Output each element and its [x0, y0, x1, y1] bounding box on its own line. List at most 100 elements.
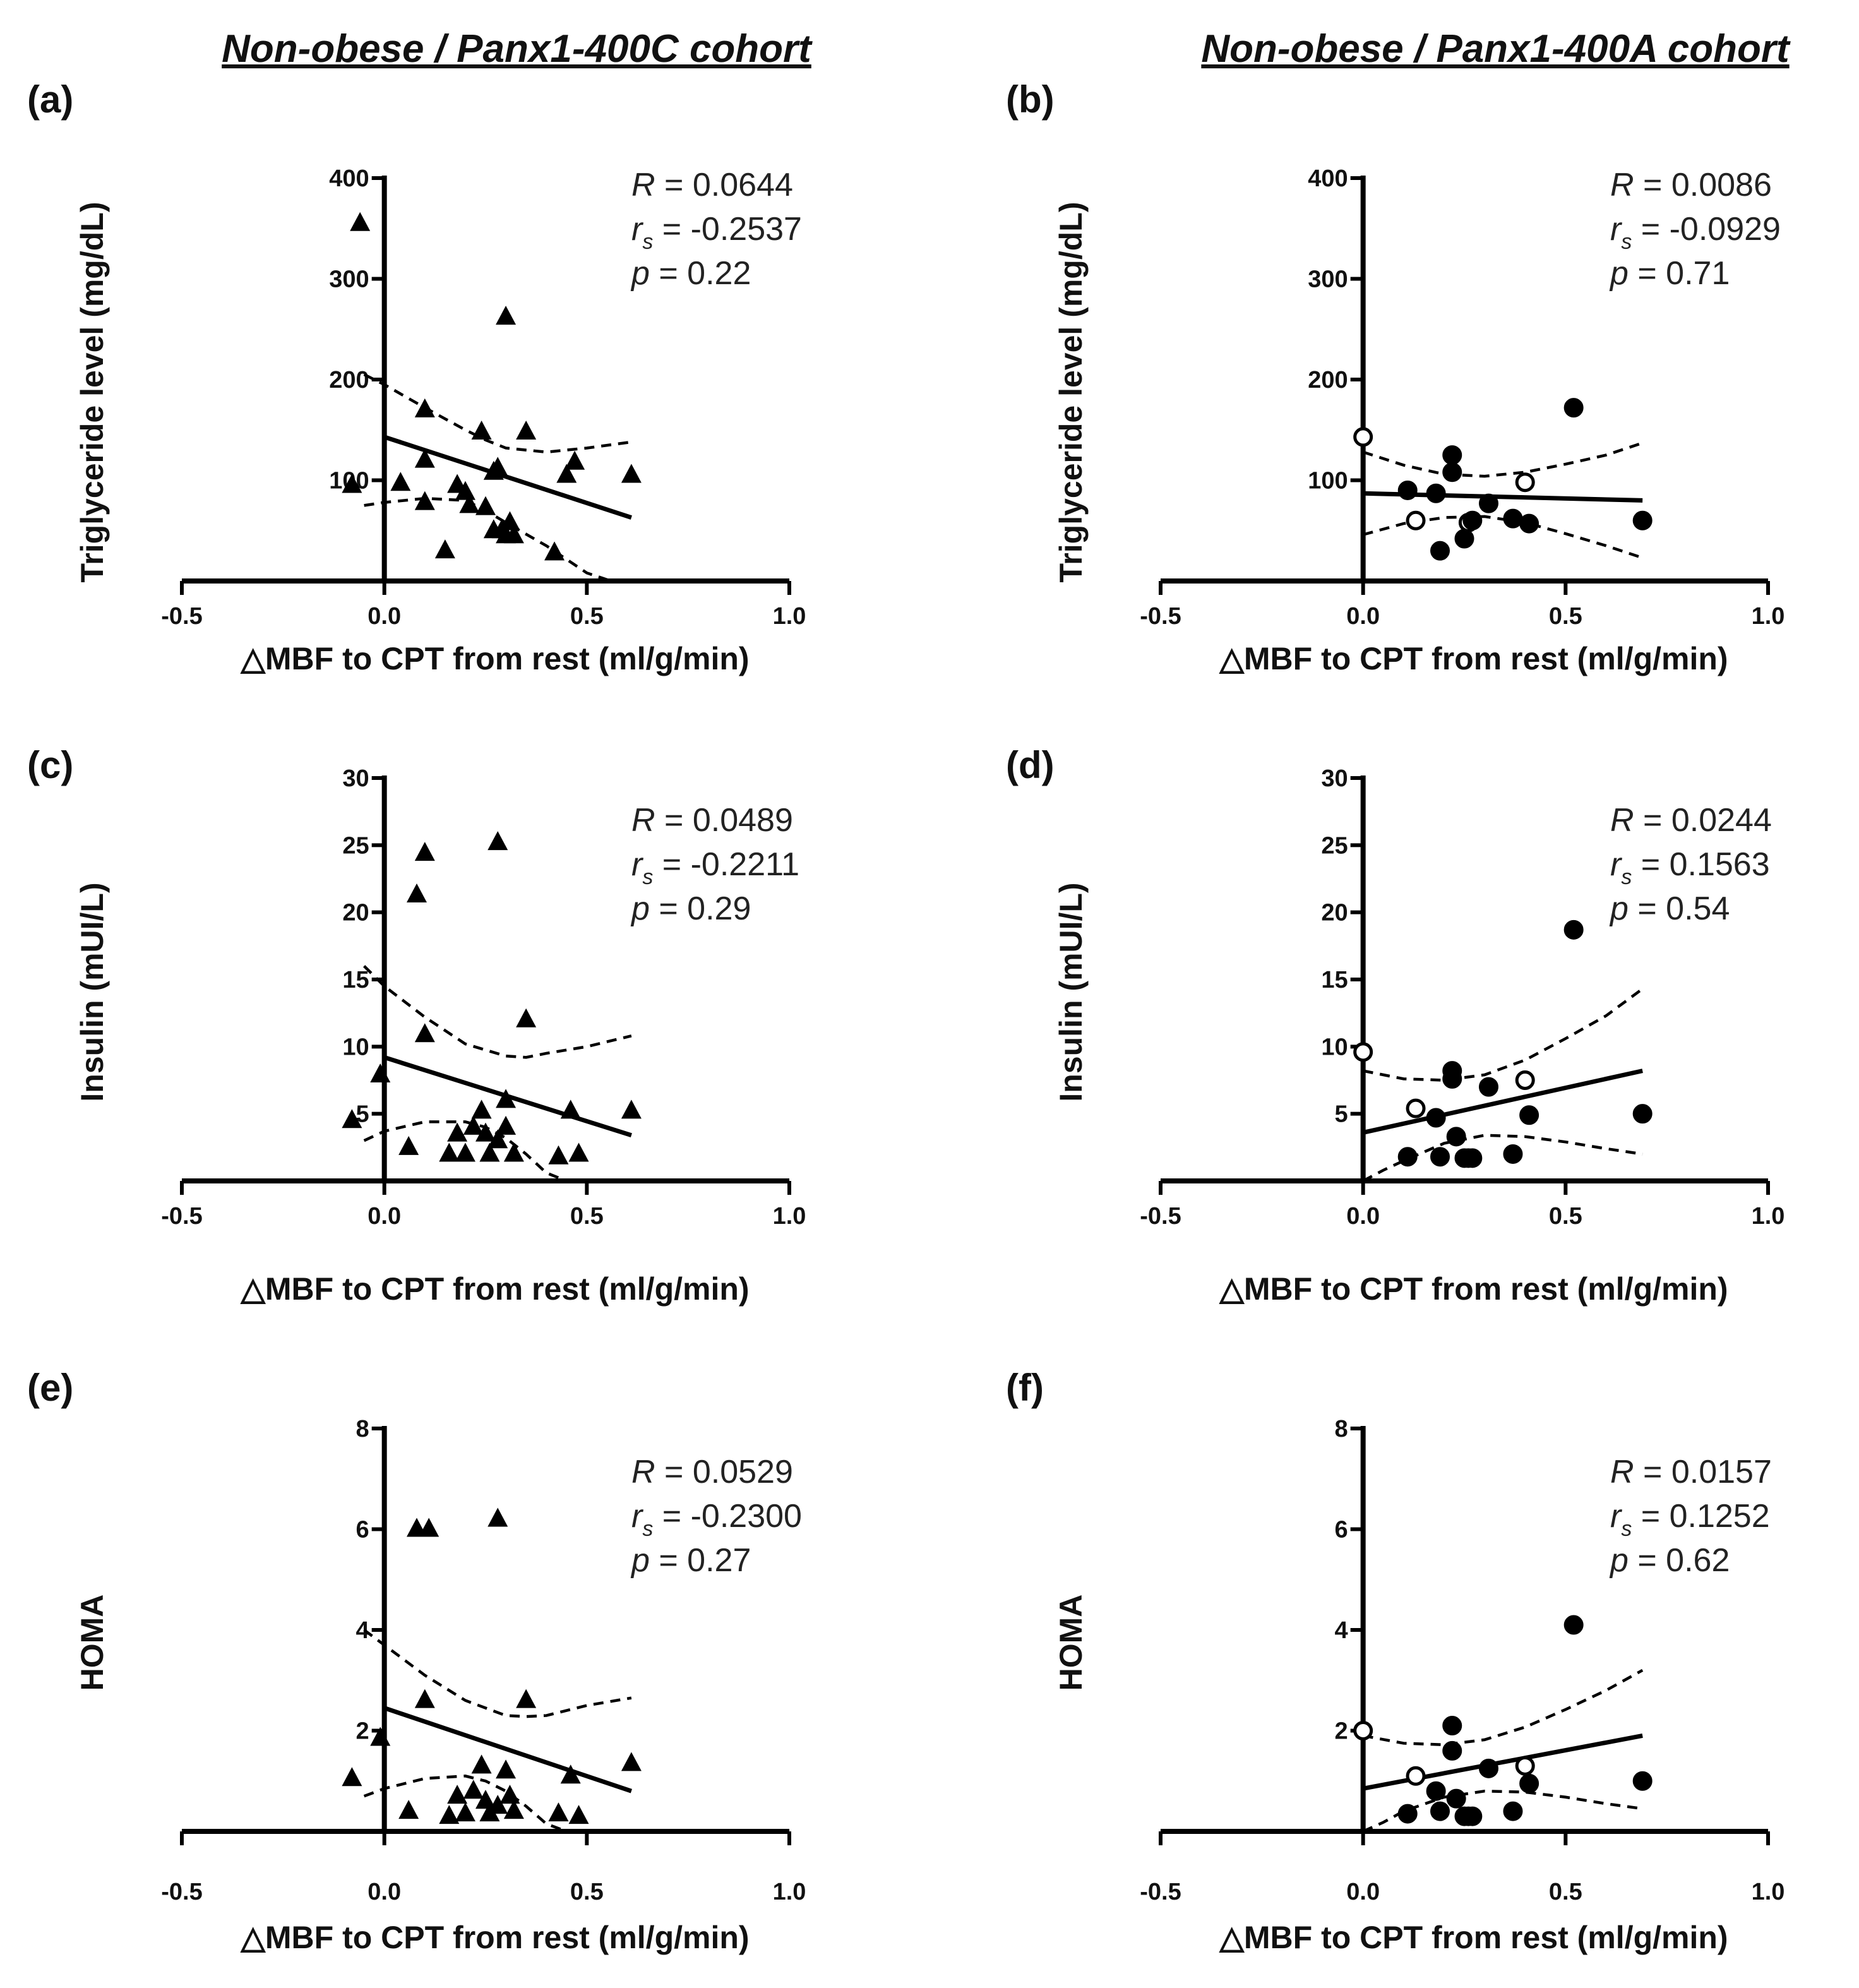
- data-point-triangle: [471, 1099, 492, 1119]
- stat-rs-symbol: r: [1610, 846, 1623, 883]
- stat-R: R = 0.0157: [1610, 1454, 1772, 1490]
- panel-e: (e) -0.5 0.0 0.5 1.0 2 4 6 8 △MBF to CPT from res…: [27, 1367, 806, 1955]
- ci-upper-band: [363, 373, 632, 454]
- data-point-triangle: [342, 1109, 362, 1129]
- data-point-triangle: [414, 491, 435, 510]
- stat-R-symbol: R: [1610, 167, 1634, 203]
- data-point-filled-circle: [1442, 1069, 1462, 1089]
- stat-R-symbol: R: [1610, 802, 1634, 839]
- stat-p: p = 0.54: [1609, 890, 1730, 927]
- data-point-triangle: [414, 1023, 435, 1043]
- stat-rs-value: = 0.1563: [1632, 846, 1769, 883]
- data-point-triangle: [503, 1142, 524, 1162]
- x-tick-label: 1.0: [1752, 1203, 1785, 1230]
- data-point-filled-circle: [1426, 1108, 1446, 1128]
- data-point-triangle: [475, 496, 496, 515]
- data-point-triangle: [406, 883, 427, 903]
- data-point-filled-circle: [1442, 462, 1462, 482]
- x-tick-label: 0.5: [570, 1203, 604, 1230]
- x-axis-title: △MBF to CPT from rest (ml/g/min): [239, 641, 749, 676]
- data-point-triangle: [621, 1752, 642, 1771]
- x-tick-label: 1.0: [1752, 603, 1785, 630]
- data-point-triangle: [503, 1800, 524, 1819]
- stat-rs-subscript: s: [642, 865, 653, 889]
- panel-label: (c): [27, 744, 73, 786]
- data-point-filled-circle: [1397, 1804, 1418, 1824]
- data-point-triangle: [499, 1785, 520, 1804]
- data-point-open-circle: [1406, 1766, 1426, 1786]
- data-point-filled-circle: [1632, 510, 1653, 530]
- data-point-triangle: [414, 1689, 435, 1708]
- y-tick-label: 15: [1321, 967, 1348, 993]
- data-point-triangle: [475, 1790, 496, 1809]
- data-point-open-circle: [1515, 1756, 1535, 1776]
- data-point-triangle: [455, 481, 475, 500]
- panel-c: (c) -0.5 0.0 0.5 1.0 5 10 15 20 25 30 △MBF to CPT f…: [27, 744, 806, 1307]
- data-point-open-circle: [1353, 1721, 1373, 1740]
- data-point-triangle: [414, 842, 435, 861]
- y-tick-label: 20: [342, 900, 369, 926]
- data-point-filled-circle: [1632, 1771, 1653, 1791]
- data-point-filled-circle: [1397, 480, 1418, 500]
- ci-upper-band: [363, 965, 632, 1059]
- x-tick-label: -0.5: [1140, 603, 1181, 630]
- x-axis-title: △MBF to CPT from rest (ml/g/min): [1218, 1920, 1728, 1955]
- x-tick-label: 0.0: [1346, 1879, 1380, 1905]
- x-tick-label: -0.5: [1140, 1879, 1181, 1905]
- data-point-triangle: [414, 448, 435, 468]
- data-point-triangle: [398, 1800, 419, 1819]
- data-point-filled-circle: [1503, 508, 1523, 529]
- panels: (a) -0.5 0.0 0.5 1.0 100 200 300 400 △MBF to CPT …: [27, 78, 1784, 1955]
- ci-lower-band: [363, 1775, 568, 1833]
- x-tick-label: 1.0: [773, 603, 806, 630]
- stat-R-symbol: R: [1610, 1454, 1634, 1490]
- data-point-triangle: [496, 1089, 517, 1108]
- data-point-triangle: [459, 494, 480, 513]
- y-tick-label: 8: [1335, 1416, 1348, 1442]
- stat-p: p = 0.22: [630, 255, 751, 292]
- data-point-filled-circle: [1462, 1148, 1483, 1168]
- stat-R-value: = 0.0644: [655, 167, 793, 203]
- data-point-filled-circle: [1430, 1801, 1450, 1821]
- y-tick-label: 400: [1308, 165, 1348, 192]
- stat-rs: rs = -0.2300: [631, 1498, 802, 1541]
- data-point-triangle: [398, 1135, 419, 1155]
- data-point-triangle: [548, 1145, 569, 1165]
- data-point-filled-circle: [1563, 919, 1584, 940]
- data-point-filled-circle: [1519, 1773, 1539, 1793]
- x-tick-label: 0.0: [1346, 1203, 1380, 1230]
- panel-label: (e): [27, 1367, 73, 1409]
- data-point-triangle: [463, 1780, 484, 1799]
- stat-p-value: = 0.71: [1629, 255, 1730, 292]
- data-point-filled-circle: [1478, 493, 1498, 513]
- data-point-triangle: [499, 511, 520, 530]
- y-axis-title: Triglyceride level (mg/dL): [75, 202, 110, 583]
- stat-p-value: = 0.54: [1629, 890, 1730, 927]
- data-point-open-circle: [1353, 1042, 1373, 1062]
- data-point-triangle: [487, 1507, 508, 1527]
- data-point-filled-circle: [1446, 1788, 1466, 1809]
- data-point-triangle: [560, 1764, 581, 1784]
- stat-R-symbol: R: [631, 802, 655, 839]
- x-tick-label: 1.0: [773, 1879, 806, 1905]
- data-point-triangle: [496, 1115, 517, 1135]
- x-tick-label: 0.5: [570, 603, 604, 630]
- panel-f: (f) -0.5 0.0 0.5 1.0 2 4 6 8 △MBF to CPT from res…: [1006, 1367, 1784, 1955]
- panel-b: (b) -0.5 0.0 0.5 1.0 100 200 300 400 △MBF to CPT …: [1006, 78, 1784, 676]
- data-point-triangle: [568, 1142, 589, 1162]
- stat-p-symbol: p: [630, 890, 650, 927]
- stat-p: p = 0.27: [630, 1542, 751, 1579]
- data-point-filled-circle: [1519, 513, 1539, 534]
- x-tick-label: 0.0: [368, 1879, 401, 1905]
- data-point-triangle: [487, 1795, 508, 1814]
- stat-R: R = 0.0644: [631, 167, 793, 203]
- data-point-filled-circle: [1426, 1781, 1446, 1801]
- panel-d: (d) -0.5 0.0 0.5 1.0 5 10 15 20 25 30 △MBF to CPT f…: [1006, 744, 1784, 1307]
- x-tick-label: -0.5: [161, 603, 202, 630]
- stat-rs-subscript: s: [1621, 230, 1632, 254]
- x-tick-label: 0.5: [1549, 1879, 1582, 1905]
- x-tick-label: 0.5: [570, 1879, 604, 1905]
- stat-rs-value: = 0.1252: [1632, 1498, 1769, 1535]
- y-axis-title: Triglyceride level (mg/dL): [1053, 202, 1089, 583]
